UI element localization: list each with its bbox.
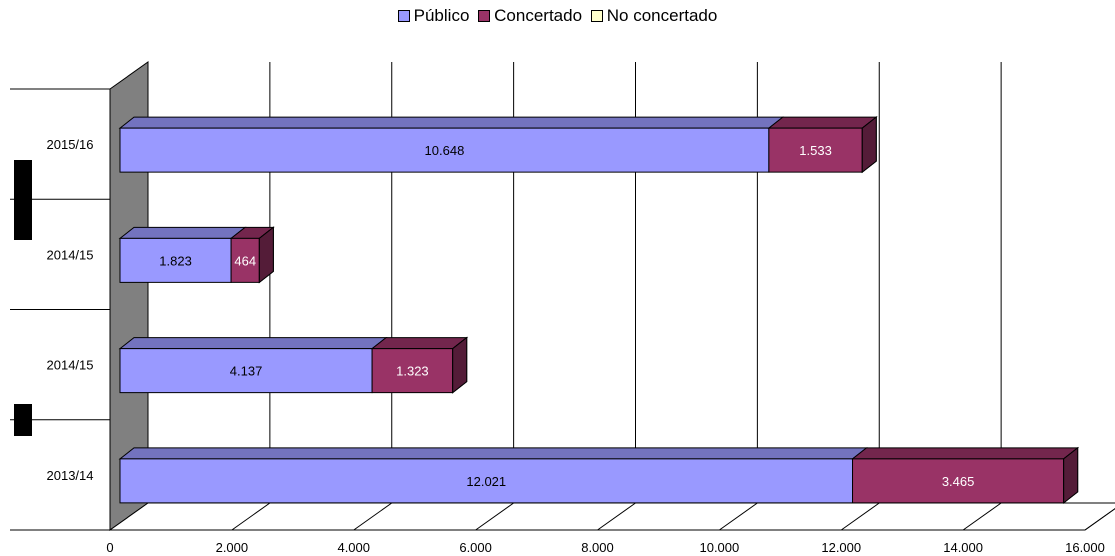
x-tick-label: 8.000: [581, 540, 614, 555]
legend-swatch-concertado: [478, 9, 491, 22]
legend: Público Concertado No concertado: [0, 6, 1115, 26]
x-tick-label: 16.000: [1065, 540, 1105, 555]
floor-gridline: [597, 502, 636, 531]
floor: [108, 502, 1115, 531]
floor-gridline: [231, 502, 271, 531]
bar-top-1: [851, 447, 1080, 460]
category-label: 2013/14: [47, 468, 94, 483]
data-label: 1.323: [396, 364, 429, 379]
data-label: 10.648: [425, 143, 465, 158]
x-tick-label: 6.000: [459, 540, 492, 555]
x-tick-label: 12.000: [821, 540, 861, 555]
legend-label-publico: Público: [413, 6, 470, 25]
data-label: 12.021: [466, 474, 506, 489]
bar-side-1: [258, 226, 274, 284]
x-tick-label: 0: [106, 540, 113, 555]
legend-label-concertado: Concertado: [494, 6, 583, 25]
floor-gridline: [719, 502, 758, 531]
legend-item-no-concertado: No concertado: [590, 6, 718, 26]
legend-item-concertado: Concertado: [478, 6, 582, 26]
data-label: 1.533: [799, 143, 832, 158]
decorative-marker-upper: [14, 160, 32, 240]
bar-top-0: [118, 116, 785, 129]
data-label: 3.465: [942, 474, 975, 489]
bar-1: [768, 127, 863, 173]
x-tick-label: 4.000: [337, 540, 370, 555]
decorative-marker-lower: [14, 404, 32, 436]
bar-side-1: [1063, 446, 1079, 504]
data-label: 464: [234, 253, 256, 268]
legend-swatch-no-concertado: [590, 9, 603, 22]
floor-gridline: [840, 502, 880, 531]
legend-label-no-concertado: No concertado: [606, 6, 718, 25]
data-label: 1.823: [159, 253, 192, 268]
bar-top-0: [118, 226, 247, 239]
bar-top-0: [118, 337, 388, 350]
floor-gridline: [475, 502, 514, 531]
bar-top-1: [370, 337, 469, 350]
legend-swatch-publico: [397, 9, 410, 22]
data-label: 4.137: [230, 364, 263, 379]
bar-top-0: [118, 447, 868, 460]
floor-gridline: [353, 502, 393, 531]
bar-top-1: [767, 116, 878, 129]
floor-gridline: [1084, 508, 1115, 531]
category-label: 2014/15: [47, 247, 94, 262]
floor-gridline: [962, 502, 1002, 531]
bar-side-1: [861, 116, 877, 174]
category-label: 2015/16: [47, 137, 94, 152]
bar-1: [852, 458, 1065, 504]
x-tick-label: 10.000: [699, 540, 739, 555]
bar-side-1: [452, 336, 468, 394]
bar-0: [119, 348, 373, 394]
x-tick-label: 14.000: [943, 540, 983, 555]
bar-0: [119, 127, 770, 173]
x-tick-label: 2.000: [216, 540, 249, 555]
bar-0: [119, 237, 232, 283]
legend-item-publico: Público: [397, 6, 470, 26]
category-label: 2014/15: [47, 358, 94, 373]
